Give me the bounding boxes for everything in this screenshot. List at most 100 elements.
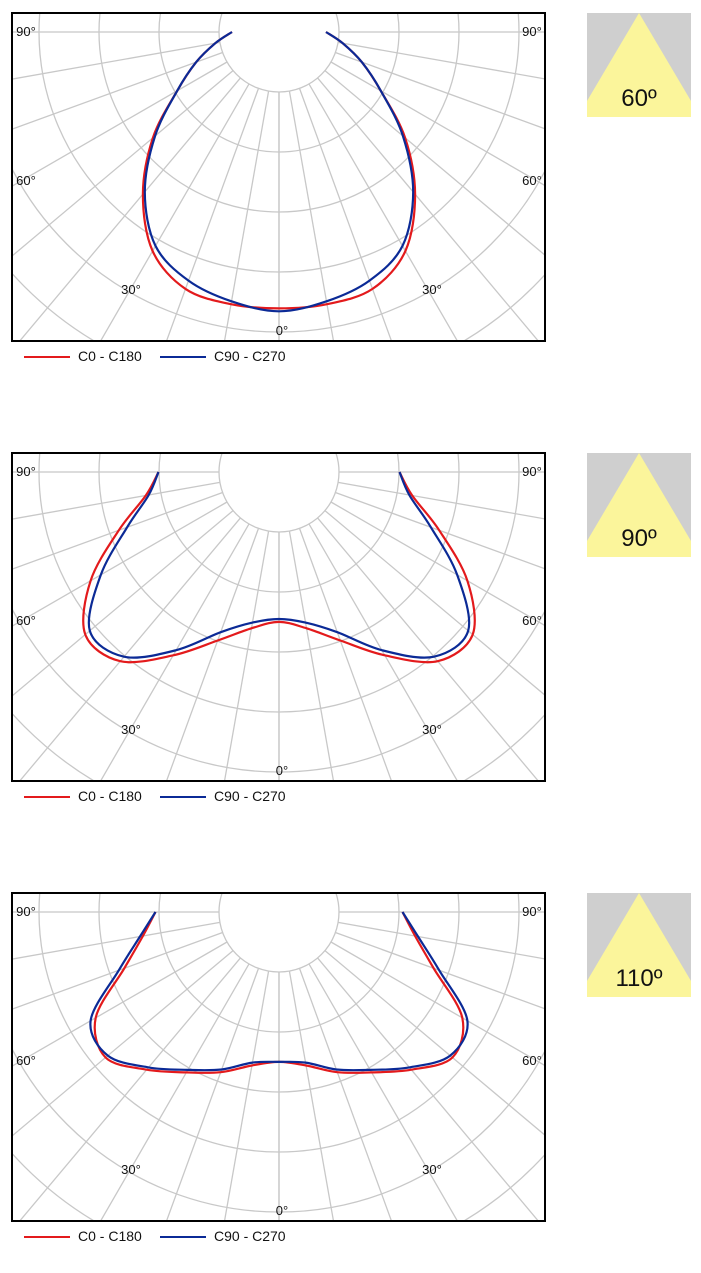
grid-spoke <box>298 88 392 340</box>
angle-tick-label: 60° <box>522 1053 542 1068</box>
grid-spoke <box>335 51 544 130</box>
grid-spoke <box>298 528 392 780</box>
grid-spoke <box>166 968 260 1220</box>
angle-tick-label: 30° <box>422 1162 442 1177</box>
grid-spoke <box>166 88 260 340</box>
grid-spoke <box>224 90 270 340</box>
beam-badge-1: 60º <box>587 13 691 117</box>
beam-cone <box>587 453 691 557</box>
angle-tick-label: 60° <box>16 1053 36 1068</box>
series-line-c0-c180 <box>82 471 476 664</box>
legend-swatch-c90 <box>160 1236 206 1238</box>
legend-swatch-c0 <box>24 796 70 798</box>
angle-tick-label: 0° <box>276 763 288 778</box>
beam-cone <box>587 893 691 997</box>
angle-tick-label: 60° <box>522 173 542 188</box>
grid-spoke <box>13 941 228 1067</box>
grid-spoke <box>308 83 458 340</box>
angle-tick-label: 90° <box>16 24 36 39</box>
polar-grid <box>13 454 544 780</box>
legend-swatch-c0 <box>24 1236 70 1238</box>
chart-panel-1: 90° 90° 60° 60° 30° 30° 0° 60º C0 - C180 C90 -… <box>0 0 701 380</box>
series-line-c90-c270 <box>89 911 469 1072</box>
beam-angle-label: 60º <box>621 85 657 112</box>
beam-cone-icon <box>587 893 691 997</box>
grid-spoke <box>19 77 241 340</box>
legend-label-c90: C90 - C270 <box>214 1228 286 1244</box>
grid-ring <box>13 169 544 333</box>
intensity-curves <box>141 31 417 313</box>
grid-spoke <box>337 921 544 960</box>
grid-spoke <box>288 970 334 1220</box>
grid-spoke <box>317 77 539 340</box>
angle-tick-label: 30° <box>121 1162 141 1177</box>
chart-panel-3: 90° 90° 60° 60° 30° 30° 0° 110º C0 - C180 C90 … <box>0 880 701 1260</box>
beam-angle-label: 90º <box>621 525 657 552</box>
grid-spoke <box>166 528 260 780</box>
intensity-curves <box>82 471 476 664</box>
grid-spoke <box>330 61 544 186</box>
chart-panel-2: 90° 90° 60° 60° 30° 30° 0° 90º C0 - C180 C90 -… <box>0 440 701 820</box>
plot-frame <box>11 452 546 782</box>
legend-label-c90: C90 - C270 <box>214 348 286 364</box>
grid-spoke <box>330 501 544 626</box>
grid-spoke <box>337 481 544 520</box>
legend-label-c0: C0 - C180 <box>78 1228 142 1244</box>
grid-spoke <box>13 70 234 257</box>
grid-spoke <box>317 957 539 1220</box>
legend-label-c90: C90 - C270 <box>214 788 286 804</box>
series-line-c90-c270 <box>87 471 471 659</box>
grid-spoke <box>308 963 458 1220</box>
grid-spoke <box>19 517 241 780</box>
beam-angle-label: 110º <box>615 965 663 992</box>
angle-tick-label: 60° <box>522 613 542 628</box>
polar-chart-1: 90° 90° 60° 60° 30° 30° 0° <box>11 12 546 342</box>
grid-spoke <box>13 41 221 80</box>
legend-swatch-c90 <box>160 356 206 358</box>
angle-tick-label: 90° <box>522 464 542 479</box>
legend-swatch-c90 <box>160 796 206 798</box>
angle-tick-label: 30° <box>422 722 442 737</box>
legend-label-c0: C0 - C180 <box>78 788 142 804</box>
angle-tick-label: 30° <box>121 722 141 737</box>
grid-spoke <box>317 517 539 780</box>
grid-spoke <box>13 481 221 520</box>
grid-spoke <box>324 510 544 696</box>
grid-spoke <box>324 70 544 256</box>
grid-spoke <box>13 950 234 1137</box>
angle-tick-label: 0° <box>276 1203 288 1218</box>
grid-spoke <box>13 510 234 697</box>
grid-spoke <box>13 61 228 187</box>
angle-tick-label: 60° <box>16 173 36 188</box>
beam-cone-icon <box>587 13 691 117</box>
beam-badge-3: 110º <box>587 893 691 997</box>
angle-tick-label: 60° <box>16 613 36 628</box>
grid-spoke <box>330 941 544 1066</box>
grid-spoke <box>335 931 544 1010</box>
beam-badge-2: 90º <box>587 453 691 557</box>
grid-spoke <box>13 491 223 570</box>
angle-tick-label: 30° <box>121 282 141 297</box>
grid-spoke <box>298 968 392 1220</box>
polar-chart-2: 90° 90° 60° 60° 30° 30° 0° <box>11 452 546 782</box>
legend-label-c0: C0 - C180 <box>78 348 142 364</box>
grid-spoke <box>288 90 334 340</box>
angle-tick-label: 90° <box>522 24 542 39</box>
series-line-c90-c270 <box>143 31 415 313</box>
grid-spoke <box>13 51 223 130</box>
grid-spoke <box>100 523 250 780</box>
grid-spoke <box>308 523 458 780</box>
grid-spoke <box>224 970 270 1220</box>
polar-grid <box>13 894 544 1220</box>
angle-tick-label: 90° <box>16 904 36 919</box>
grid-spoke <box>100 963 250 1220</box>
angle-tick-label: 30° <box>422 282 442 297</box>
grid-spoke <box>224 530 270 780</box>
grid-spoke <box>335 491 544 570</box>
legend-swatch-c0 <box>24 356 70 358</box>
grid-spoke <box>13 921 221 960</box>
beam-cone-icon <box>587 453 691 557</box>
grid-spoke <box>13 501 228 627</box>
angle-tick-label: 0° <box>276 323 288 338</box>
grid-spoke <box>337 41 544 80</box>
